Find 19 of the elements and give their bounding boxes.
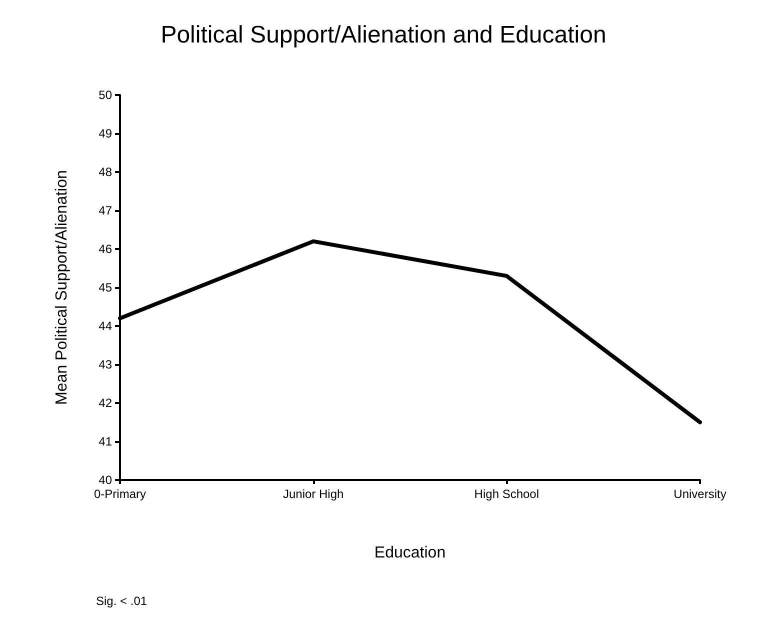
y-tick-label: 41: [98, 434, 112, 448]
x-tick-label: 0-Primary: [94, 487, 146, 501]
x-tick-label: University: [674, 487, 726, 501]
y-axis-title: Mean Political Support/Alienation: [54, 170, 70, 405]
x-tick-label: High School: [474, 487, 540, 501]
y-tick-label: 45: [98, 280, 112, 294]
y-tick-label: 48: [98, 165, 112, 179]
y-tick-label: 44: [98, 319, 112, 333]
chart-title: Political Support/Alienation and Education: [160, 22, 606, 48]
y-tick-label: 50: [98, 88, 112, 102]
y-tick-label: 47: [98, 204, 112, 218]
y-tick-label: 46: [98, 242, 112, 256]
text: Sig. < .01: [96, 594, 148, 608]
x-tick-label: Junior High: [282, 487, 344, 501]
y-tick-label: 43: [98, 358, 112, 372]
y-tick-label: 40: [98, 473, 112, 487]
y-tick-label: 49: [98, 126, 112, 140]
y-tick-label: 42: [98, 396, 112, 410]
x-axis-title: Education: [374, 544, 446, 562]
